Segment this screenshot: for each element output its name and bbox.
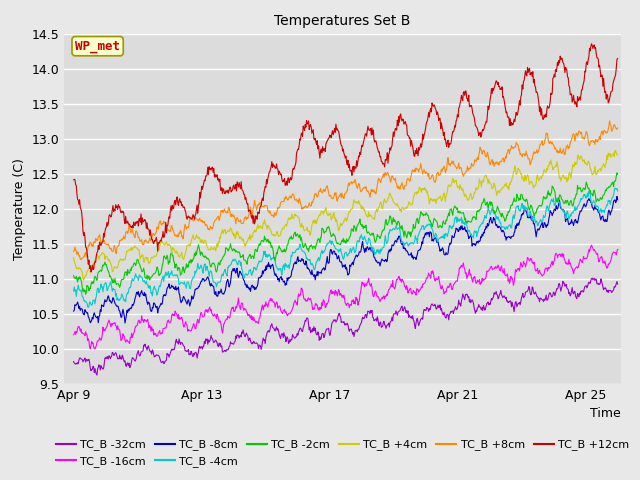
Text: WP_met: WP_met <box>75 40 120 53</box>
X-axis label: Time: Time <box>590 408 621 420</box>
TC_B +4cm <box>80 277 88 283</box>
Y-axis label: Temperature (C): Temperature (C) <box>13 158 26 260</box>
TC_B -2cm <box>613 170 621 176</box>
TC_B +12cm <box>144 226 152 232</box>
TC_B +8cm <box>132 228 140 234</box>
TC_B -16cm <box>588 242 595 248</box>
TC_B +12cm <box>87 269 95 275</box>
TC_B -8cm <box>614 197 621 203</box>
TC_B -16cm <box>70 332 77 337</box>
TC_B +8cm <box>77 257 84 263</box>
Line: TC_B -8cm: TC_B -8cm <box>74 196 618 323</box>
TC_B -16cm <box>144 317 152 323</box>
TC_B -4cm <box>398 240 406 246</box>
TC_B -16cm <box>91 346 99 351</box>
TC_B -16cm <box>132 323 140 329</box>
TC_B -2cm <box>398 223 406 228</box>
TC_B +8cm <box>614 125 621 131</box>
TC_B -32cm <box>398 303 406 309</box>
TC_B -8cm <box>398 241 406 247</box>
TC_B -4cm <box>132 274 140 280</box>
TC_B -16cm <box>180 324 188 330</box>
TC_B -8cm <box>70 308 77 314</box>
TC_B -32cm <box>486 301 494 307</box>
TC_B -2cm <box>486 199 494 204</box>
TC_B -2cm <box>180 270 188 276</box>
TC_B +8cm <box>605 118 613 124</box>
TC_B -4cm <box>180 279 188 285</box>
TC_B +12cm <box>398 118 406 124</box>
TC_B -4cm <box>486 212 494 217</box>
TC_B -32cm <box>588 275 596 281</box>
TC_B -32cm <box>93 372 101 378</box>
TC_B +4cm <box>352 199 360 204</box>
TC_B -32cm <box>144 344 152 350</box>
Legend: TC_B -32cm, TC_B -16cm, TC_B -8cm, TC_B -4cm, TC_B -2cm, TC_B +4cm, TC_B +8cm, T: TC_B -32cm, TC_B -16cm, TC_B -8cm, TC_B … <box>51 435 634 471</box>
TC_B +12cm <box>486 96 494 102</box>
Line: TC_B -32cm: TC_B -32cm <box>74 278 618 375</box>
TC_B +4cm <box>614 152 621 158</box>
TC_B +4cm <box>70 255 77 261</box>
TC_B -16cm <box>352 295 360 300</box>
TC_B -8cm <box>486 216 494 222</box>
TC_B +8cm <box>352 181 360 187</box>
TC_B -4cm <box>611 185 619 191</box>
TC_B +4cm <box>486 180 494 186</box>
TC_B +8cm <box>70 249 77 254</box>
TC_B -8cm <box>121 320 129 326</box>
TC_B +12cm <box>180 204 188 210</box>
TC_B -4cm <box>144 282 152 288</box>
Line: TC_B -16cm: TC_B -16cm <box>74 245 618 348</box>
TC_B +12cm <box>588 41 595 47</box>
Line: TC_B +12cm: TC_B +12cm <box>74 44 618 272</box>
TC_B -8cm <box>132 290 140 296</box>
TC_B +12cm <box>70 177 77 183</box>
TC_B -32cm <box>352 327 360 333</box>
TC_B -2cm <box>132 260 140 265</box>
TC_B +8cm <box>144 239 152 245</box>
TC_B -4cm <box>70 288 77 294</box>
TC_B -32cm <box>132 355 140 361</box>
TC_B -2cm <box>70 273 77 278</box>
TC_B -4cm <box>614 188 621 194</box>
TC_B +8cm <box>486 162 494 168</box>
TC_B -16cm <box>486 265 494 271</box>
TC_B +4cm <box>398 205 406 211</box>
TC_B -2cm <box>82 291 90 297</box>
TC_B -4cm <box>84 304 92 310</box>
TC_B -2cm <box>614 171 621 177</box>
TC_B +8cm <box>398 180 406 185</box>
Line: TC_B +4cm: TC_B +4cm <box>74 151 618 280</box>
Line: TC_B -2cm: TC_B -2cm <box>74 173 618 294</box>
TC_B -8cm <box>352 252 360 258</box>
TC_B -32cm <box>180 344 188 349</box>
Title: Temperatures Set B: Temperatures Set B <box>274 14 411 28</box>
Line: TC_B +8cm: TC_B +8cm <box>74 121 618 260</box>
TC_B -2cm <box>352 228 360 234</box>
TC_B -16cm <box>398 276 406 282</box>
TC_B -8cm <box>180 295 188 301</box>
TC_B +12cm <box>614 56 621 61</box>
TC_B +12cm <box>132 220 140 226</box>
TC_B -32cm <box>614 281 621 287</box>
TC_B +8cm <box>180 225 188 230</box>
TC_B -2cm <box>144 276 152 282</box>
TC_B +12cm <box>352 166 360 171</box>
TC_B -4cm <box>352 248 360 253</box>
TC_B -32cm <box>70 359 77 364</box>
TC_B +4cm <box>612 148 620 154</box>
TC_B +4cm <box>180 253 188 259</box>
TC_B -8cm <box>613 193 621 199</box>
Line: TC_B -4cm: TC_B -4cm <box>74 188 618 307</box>
TC_B +4cm <box>132 245 140 251</box>
TC_B -8cm <box>144 301 152 307</box>
TC_B -16cm <box>614 247 621 252</box>
TC_B +4cm <box>144 255 152 261</box>
